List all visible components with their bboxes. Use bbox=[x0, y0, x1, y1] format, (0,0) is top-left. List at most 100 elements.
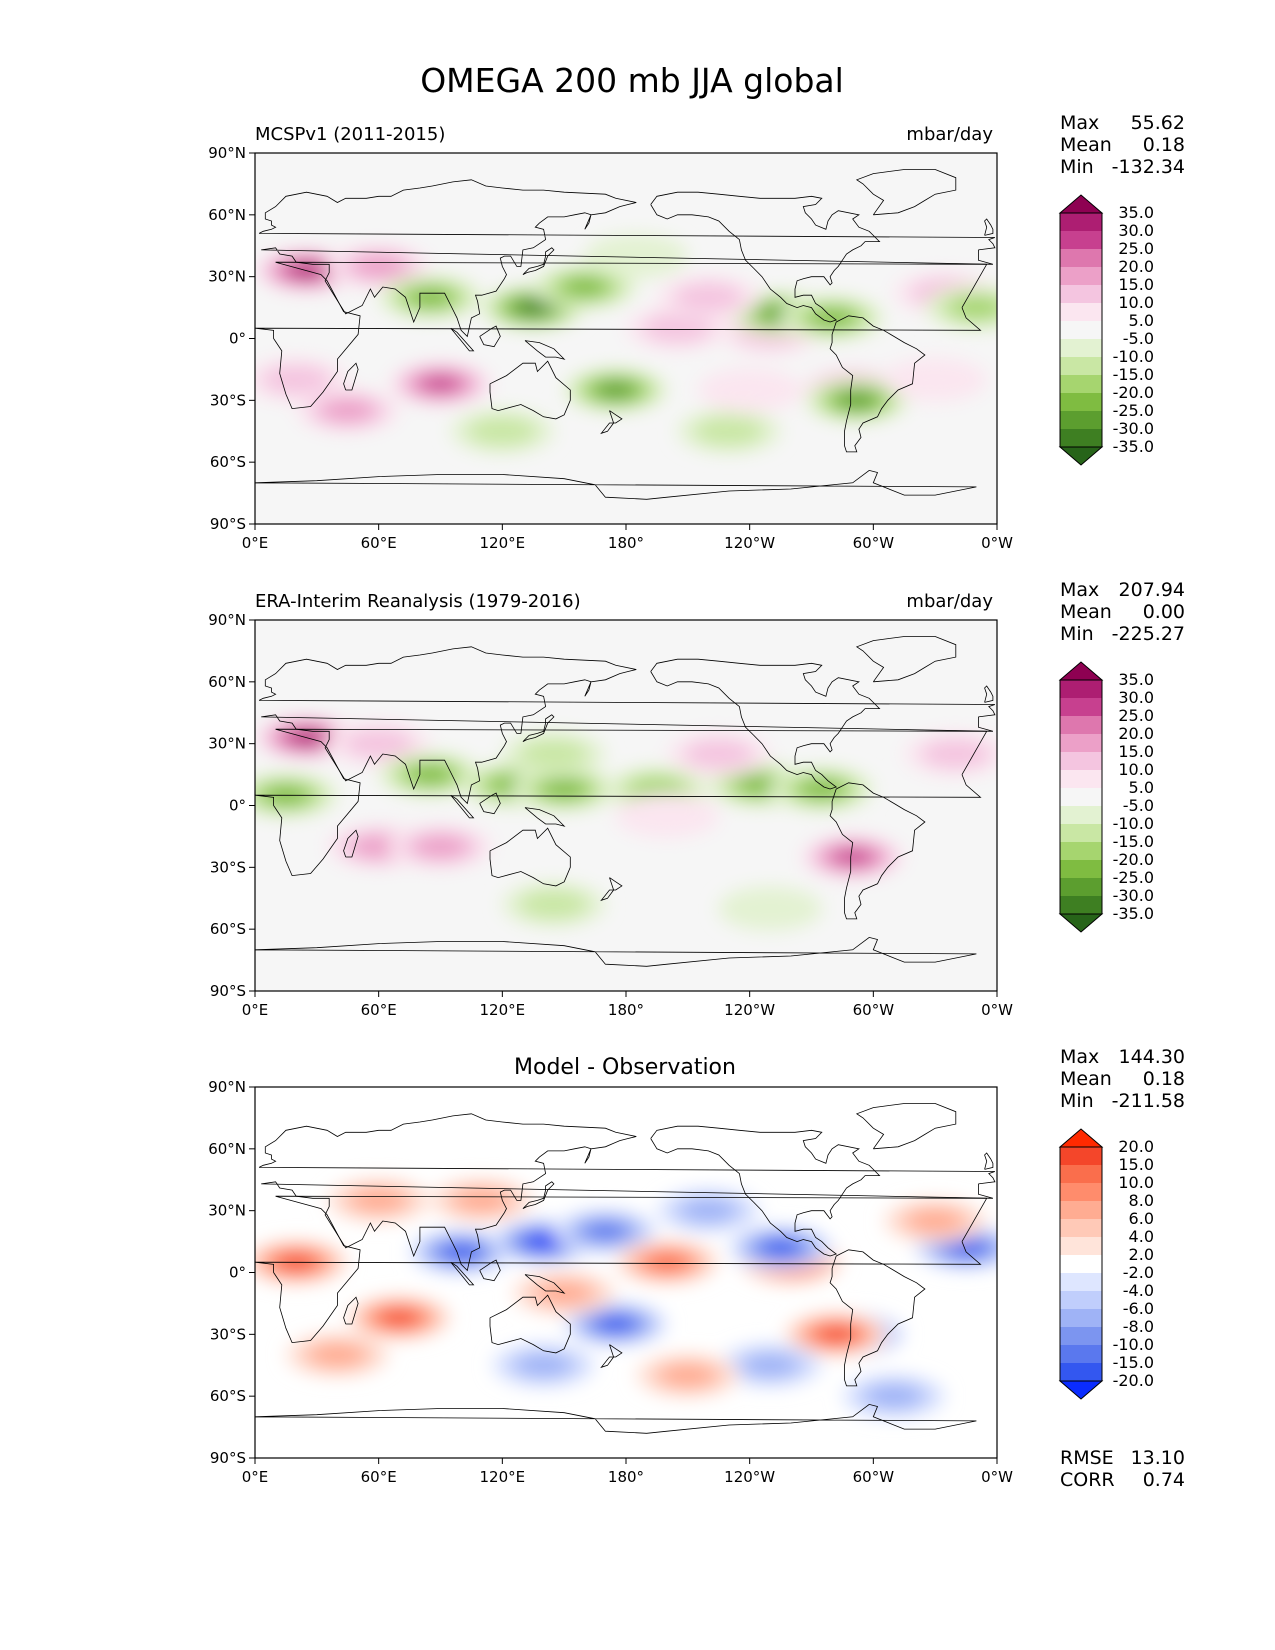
contour-blob bbox=[811, 309, 853, 327]
coastline bbox=[258, 179, 996, 338]
contour-blob bbox=[321, 399, 374, 422]
colorbar-label: -30.0 bbox=[1113, 886, 1154, 905]
colorbar-extend-max bbox=[1058, 194, 1104, 214]
colorbar-label: -5.0 bbox=[1123, 796, 1154, 815]
colorbar-label: 10.0 bbox=[1118, 760, 1154, 779]
contour-blob bbox=[951, 1241, 981, 1255]
coastline bbox=[984, 685, 994, 703]
coastline bbox=[600, 877, 623, 902]
coastline bbox=[255, 261, 988, 410]
colorbar-label: -25.0 bbox=[1113, 401, 1154, 420]
lat-tick-label: 30°S bbox=[210, 1325, 246, 1343]
coastline bbox=[343, 829, 359, 858]
contour-blob bbox=[684, 739, 754, 769]
coastline bbox=[984, 1152, 994, 1170]
colorbar-label: 15.0 bbox=[1118, 742, 1154, 761]
colorbar-swatch bbox=[1060, 1291, 1102, 1310]
lat-tick-label: 90°N bbox=[208, 144, 246, 162]
panel-units: mbar/day bbox=[906, 124, 993, 145]
lat-tick-label: 30°N bbox=[208, 268, 246, 286]
contour-blob bbox=[661, 1364, 714, 1387]
colorbar-swatch bbox=[1060, 680, 1102, 699]
colorbar-label: 6.0 bbox=[1129, 1209, 1154, 1228]
contour-blob bbox=[718, 886, 823, 931]
contour-blob bbox=[414, 835, 467, 858]
figure-title: OMEGA 200 mb JJA global bbox=[420, 61, 844, 100]
lon-tick-label: 60°W bbox=[853, 534, 895, 552]
lon-tick-label: 120°E bbox=[480, 1468, 526, 1486]
lon-tick-label: 120°W bbox=[724, 1468, 775, 1486]
colorbar-label: -10.0 bbox=[1113, 814, 1154, 833]
coastlines bbox=[255, 1103, 996, 1458]
stat-value: 0.18 bbox=[1143, 1068, 1185, 1090]
contour-blob bbox=[446, 1245, 476, 1259]
lon-tick-label: 0°W bbox=[981, 1468, 1013, 1486]
colorbar-label: -10.0 bbox=[1113, 347, 1154, 366]
lat-tick-label: 90°N bbox=[208, 611, 246, 629]
contour-blob bbox=[518, 301, 549, 314]
colorbar-swatch bbox=[1060, 878, 1102, 897]
colorbar-swatch bbox=[1060, 734, 1102, 753]
colorbar-label: 20.0 bbox=[1118, 257, 1154, 276]
coastline bbox=[650, 1125, 881, 1257]
colorbar-extend-min bbox=[1058, 446, 1104, 466]
stat-value: -225.27 bbox=[1112, 623, 1185, 645]
colorbar-label: 5.0 bbox=[1129, 311, 1154, 330]
contour-blob bbox=[642, 313, 713, 343]
lat-tick-label: 90°S bbox=[210, 515, 246, 533]
contour-blob bbox=[543, 780, 585, 798]
coastline bbox=[522, 714, 555, 742]
map-area: 90°N 60°N 30°N 0° 30°S 60°S 90°S0°E 60°E 120°E 18… bbox=[208, 144, 1013, 552]
contour-blob bbox=[517, 1354, 570, 1377]
panel-left-title: ERA-Interim Reanalysis (1979-2016) bbox=[255, 591, 581, 612]
lon-tick-label: 0°W bbox=[981, 534, 1013, 552]
colorbar-swatch bbox=[1060, 249, 1102, 268]
lat-tick-label: 60°N bbox=[208, 673, 246, 691]
lat-tick-label: 90°S bbox=[210, 1449, 246, 1467]
coastlines bbox=[255, 636, 996, 991]
panel-obs: ERA-Interim Reanalysis (1979-2016) mbar/… bbox=[208, 579, 1185, 1019]
contour-blob bbox=[801, 780, 843, 798]
colorbar-swatch bbox=[1060, 1255, 1102, 1274]
contour-blob bbox=[352, 255, 405, 278]
colorbar-swatch bbox=[1060, 429, 1102, 448]
coastline bbox=[524, 340, 566, 360]
coastline bbox=[258, 646, 996, 805]
colorbar-label: -6.0 bbox=[1123, 1299, 1154, 1318]
contour-blob bbox=[839, 393, 875, 408]
colorbar-swatch bbox=[1060, 698, 1102, 717]
lon-tick-label: 0°E bbox=[242, 1001, 269, 1019]
lat-tick-label: 60°N bbox=[208, 1140, 246, 1158]
colorbar-swatch bbox=[1060, 285, 1102, 304]
colorbar-label: -10.0 bbox=[1113, 1335, 1154, 1354]
colorbar-swatch bbox=[1060, 806, 1102, 825]
stat-label: Max bbox=[1060, 579, 1099, 601]
colorbar-frame bbox=[1059, 1146, 1103, 1382]
stats-box: Max 207.94 Mean 0.00 Min -225.27 bbox=[1060, 579, 1185, 645]
coastline bbox=[255, 1195, 988, 1344]
lon-tick-label: 60°E bbox=[361, 534, 397, 552]
stat-value: 144.30 bbox=[1119, 1046, 1185, 1068]
extra-stat-value: 0.74 bbox=[1143, 1469, 1185, 1491]
colorbar-label: -35.0 bbox=[1113, 904, 1154, 923]
colorbar-label: 5.0 bbox=[1129, 778, 1154, 797]
contour-blob bbox=[467, 416, 537, 446]
extra-stat-label: RMSE bbox=[1060, 1447, 1114, 1469]
stat-label: Min bbox=[1060, 623, 1094, 645]
contour-blob bbox=[261, 365, 331, 395]
stat-label: Max bbox=[1060, 1046, 1099, 1068]
contour-blob bbox=[563, 278, 606, 296]
coastline bbox=[489, 360, 571, 420]
coastline bbox=[600, 410, 623, 435]
colorbar-label: -20.0 bbox=[1113, 383, 1154, 402]
colorbar-swatch bbox=[1060, 267, 1102, 286]
colorbar-swatch bbox=[1060, 860, 1102, 879]
colorbar-label: 8.0 bbox=[1129, 1191, 1154, 1210]
lon-tick-label: 120°E bbox=[480, 1001, 526, 1019]
coastline bbox=[489, 1294, 571, 1354]
lon-tick-label: 180° bbox=[608, 1001, 644, 1019]
contour-blob bbox=[821, 1328, 852, 1341]
colorbar-swatch bbox=[1060, 1183, 1102, 1202]
contour-blob bbox=[649, 1254, 685, 1270]
lon-tick-label: 60°W bbox=[853, 1001, 895, 1019]
